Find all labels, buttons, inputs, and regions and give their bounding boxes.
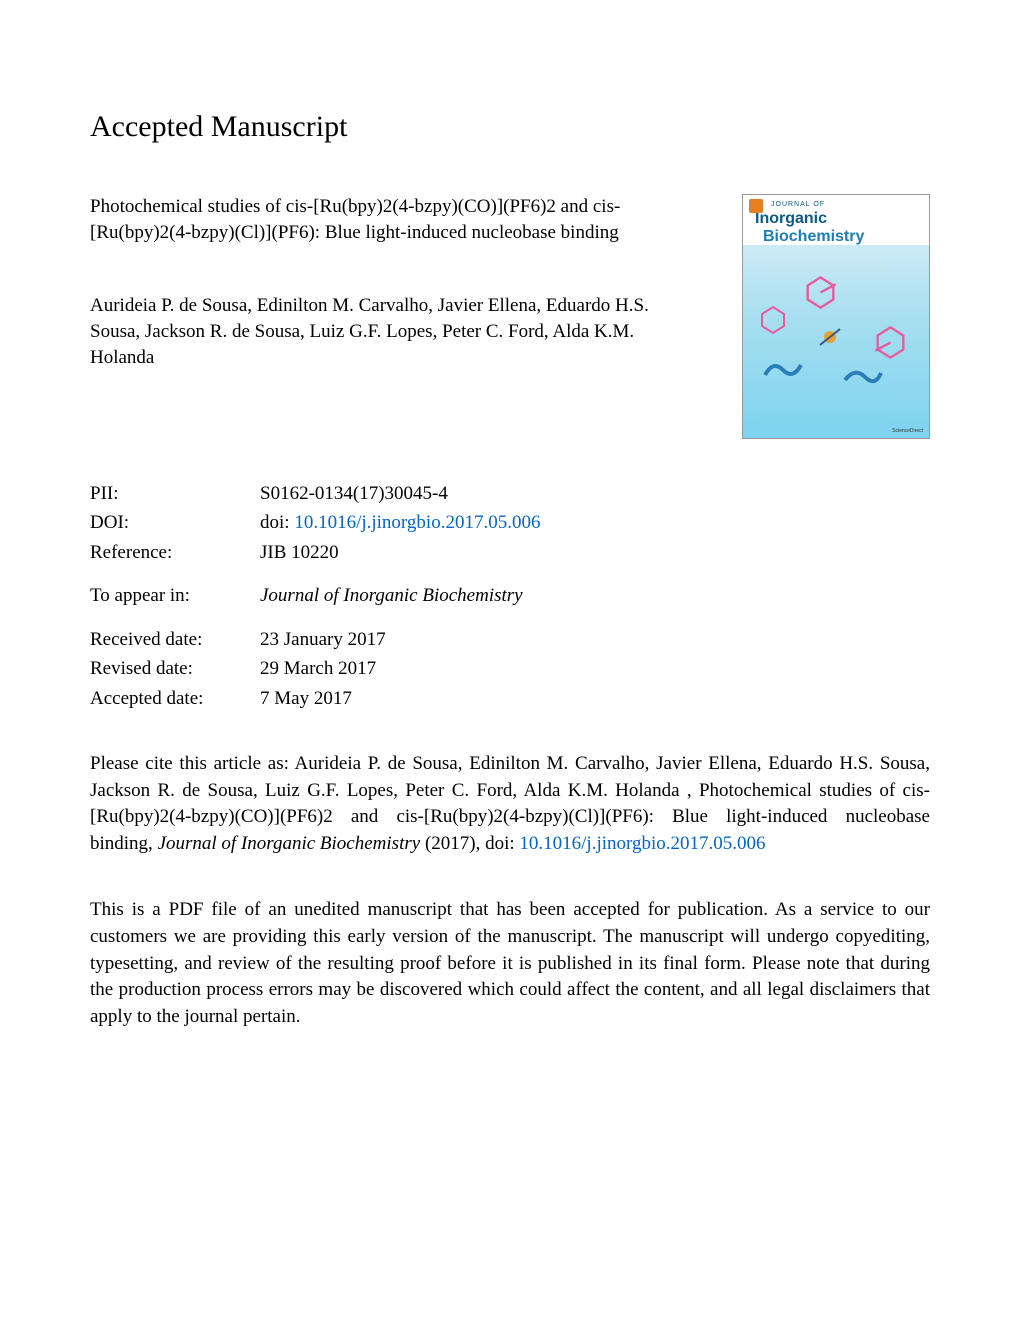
cover-header: JOURNAL OF Inorganic Biochemistry — [743, 195, 929, 245]
doi-label: DOI: — [90, 508, 260, 537]
appear-value: Journal of Inorganic Biochemistry — [260, 581, 930, 610]
citation-year: (2017), doi: — [420, 833, 519, 854]
top-section: Photochemical studies of cis-[Ru(bpy)2(4… — [90, 194, 930, 439]
cover-footer-text: ScienceDirect — [892, 428, 923, 434]
metadata-table: PII: S0162-0134(17)30045-4 DOI: doi: 10.… — [90, 479, 930, 713]
meta-row-revised: Revised date: 29 March 2017 — [90, 654, 930, 683]
accepted-value: 7 May 2017 — [260, 684, 930, 713]
reference-label: Reference: — [90, 538, 260, 567]
molecule-pink-icon — [803, 275, 838, 310]
disclaimer-text: This is a PDF file of an unedited manusc… — [90, 897, 930, 1030]
text-column: Photochemical studies of cis-[Ru(bpy)2(4… — [90, 194, 712, 439]
received-label: Received date: — [90, 625, 260, 654]
accepted-manuscript-heading: Accepted Manuscript — [90, 110, 930, 144]
meta-row-reference: Reference: JIB 10220 — [90, 538, 930, 567]
cover-journal-label: JOURNAL OF — [749, 199, 923, 208]
pii-label: PII: — [90, 479, 260, 508]
cover-artwork — [743, 265, 929, 418]
meta-row-received: Received date: 23 January 2017 — [90, 625, 930, 654]
appear-label: To appear in: — [90, 581, 260, 610]
revised-value: 29 March 2017 — [260, 654, 930, 683]
molecule-pink-icon — [873, 325, 908, 360]
journal-cover-thumbnail: JOURNAL OF Inorganic Biochemistry Scienc… — [742, 194, 930, 439]
meta-row-pii: PII: S0162-0134(17)30045-4 — [90, 479, 930, 508]
molecule-center-icon — [818, 325, 843, 350]
authors-list: Aurideia P. de Sousa, Edinilton M. Carva… — [90, 293, 650, 370]
meta-row-accepted: Accepted date: 7 May 2017 — [90, 684, 930, 713]
reference-value: JIB 10220 — [260, 538, 930, 567]
citation-doi-link[interactable]: 10.1016/j.jinorgbio.2017.05.006 — [519, 833, 765, 854]
accepted-label: Accepted date: — [90, 684, 260, 713]
revised-label: Revised date: — [90, 654, 260, 683]
received-value: 23 January 2017 — [260, 625, 930, 654]
doi-link[interactable]: 10.1016/j.jinorgbio.2017.05.006 — [294, 512, 540, 533]
citation-journal: Journal of Inorganic Biochemistry — [158, 833, 421, 854]
cover-title-inorganic: Inorganic — [749, 210, 923, 228]
molecule-pink-icon — [758, 305, 788, 335]
elsevier-tree-icon — [749, 199, 763, 213]
pii-value: S0162-0134(17)30045-4 — [260, 479, 930, 508]
meta-row-appear: To appear in: Journal of Inorganic Bioch… — [90, 581, 930, 610]
cover-title-biochemistry: Biochemistry — [749, 228, 923, 246]
article-title: Photochemical studies of cis-[Ru(bpy)2(4… — [90, 194, 650, 245]
doi-prefix: doi: — [260, 512, 294, 533]
meta-row-doi: DOI: doi: 10.1016/j.jinorgbio.2017.05.00… — [90, 508, 930, 537]
doi-value: doi: 10.1016/j.jinorgbio.2017.05.006 — [260, 508, 930, 537]
molecule-blue-icon — [843, 365, 883, 390]
citation-text: Please cite this article as: Aurideia P.… — [90, 751, 930, 857]
molecule-blue-icon — [763, 355, 803, 380]
